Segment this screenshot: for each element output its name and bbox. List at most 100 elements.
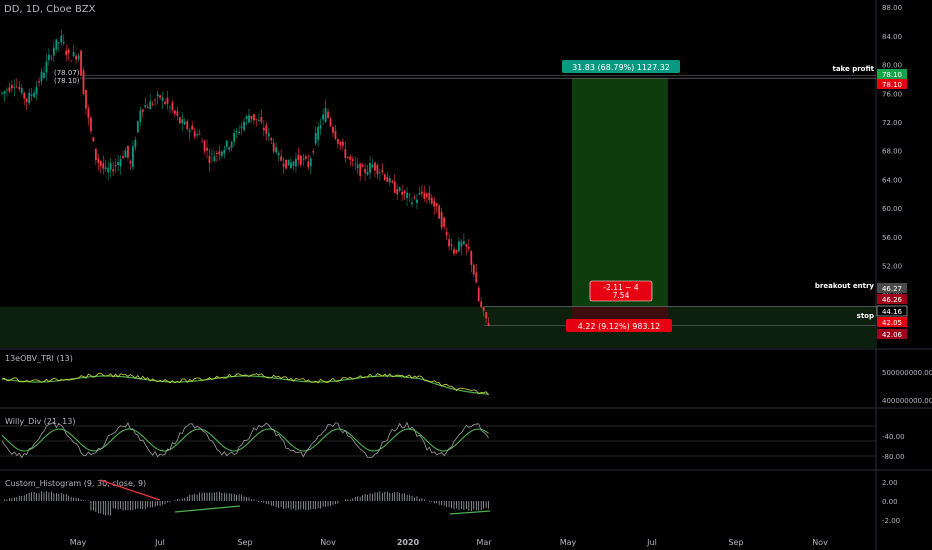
candle: [277, 150, 280, 162]
candle-body: [307, 161, 310, 168]
candle: [156, 90, 159, 105]
candle: [243, 118, 245, 132]
candle-body: [287, 159, 290, 166]
candle: [77, 53, 80, 62]
candle: [235, 127, 238, 139]
candle-body: [87, 108, 90, 118]
candle: [272, 138, 275, 154]
willy-div-indicator-pane[interactable]: Willy_Div (21, 13) -40.00 -80.00: [0, 417, 905, 461]
candle-body: [57, 42, 60, 44]
time-axis[interactable]: May Jul Sep Nov 2020 Mar May Jul Sep Nov: [70, 538, 828, 547]
candle: [376, 163, 379, 180]
candle: [134, 136, 137, 151]
candle-body: [136, 121, 139, 133]
candle: [124, 147, 127, 158]
candle-body: [80, 50, 82, 76]
candle-body: [250, 115, 253, 119]
indicator-tick: -40.00: [882, 433, 905, 441]
candle: [314, 126, 317, 146]
candle-body: [295, 158, 297, 167]
candle-body: [408, 194, 411, 196]
candle-body: [349, 156, 352, 160]
price-axis[interactable]: 88.00 84.00 80.00 76.00 72.00 68.00 64.00 60.00…: [882, 4, 902, 299]
candle-body: [235, 130, 238, 133]
candle-body: [1, 92, 3, 94]
candle-body: [208, 156, 211, 164]
candle: [57, 41, 60, 52]
candle: [430, 193, 433, 206]
candle: [218, 145, 221, 161]
candle: [201, 137, 203, 143]
peak-label: (78.10): [54, 77, 80, 85]
candle-body: [3, 91, 6, 94]
candle-body: [262, 127, 265, 131]
candle-body: [166, 97, 169, 104]
candle: [255, 118, 258, 127]
candle-body: [30, 94, 33, 96]
candle-body: [418, 192, 421, 195]
candle-body: [132, 146, 134, 168]
candle-body: [238, 131, 241, 134]
custom-histogram-pane[interactable]: Custom_Histogram (9, 30, close, 9) 2.00 0.…: [1, 479, 900, 525]
candle: [302, 153, 305, 167]
candle-body: [77, 55, 80, 60]
candle-body: [381, 169, 384, 173]
x-tick-label: May: [560, 538, 577, 547]
candle-body: [97, 158, 100, 163]
candle-body: [149, 101, 152, 109]
candle-body: [112, 169, 115, 172]
candle: [428, 185, 431, 204]
candle-body: [430, 197, 433, 204]
candle: [304, 154, 307, 161]
candle: [52, 41, 55, 63]
candle: [139, 106, 142, 127]
candle: [250, 115, 253, 123]
candle-body: [388, 178, 391, 183]
candle: [149, 94, 152, 110]
candle: [262, 119, 265, 137]
candle: [144, 97, 147, 109]
candle: [297, 147, 300, 166]
candle: [169, 105, 171, 114]
candle: [344, 141, 347, 163]
candle-body: [90, 117, 92, 132]
candle-body: [443, 217, 446, 227]
candle: [265, 121, 268, 141]
candle: [341, 138, 344, 151]
candle-body: [285, 159, 287, 169]
candle: [317, 122, 320, 147]
candle-body: [458, 241, 460, 252]
candle: [401, 184, 404, 202]
candlestick-series[interactable]: [1, 30, 490, 327]
candle-body: [213, 156, 216, 162]
candle: [191, 121, 194, 131]
take-profit-label: take profit: [832, 65, 874, 73]
candle-body: [280, 156, 283, 161]
candle: [285, 159, 287, 171]
candle: [339, 141, 342, 151]
candle-body: [102, 163, 105, 169]
candle-body: [361, 165, 364, 168]
candle: [386, 171, 389, 182]
candle: [67, 47, 70, 61]
candle: [122, 150, 124, 160]
price-label: 46.26: [882, 296, 903, 304]
candle: [117, 154, 119, 172]
candle-body: [292, 161, 295, 166]
peak-label: (78.07): [54, 69, 80, 77]
x-tick-label: Sep: [237, 538, 252, 547]
candle-body: [351, 159, 354, 162]
candle: [238, 125, 241, 136]
obv-indicator-pane[interactable]: 13eOBV_TRI (13) 500000000.00 400000000.00: [1, 354, 932, 405]
candle-body: [174, 110, 176, 115]
candle-body: [230, 141, 233, 148]
price-label-box: [877, 283, 907, 293]
candle: [260, 108, 263, 125]
price-label-box: [877, 317, 907, 327]
candle: [403, 189, 406, 200]
candle: [35, 81, 38, 101]
candle-body: [470, 250, 473, 265]
